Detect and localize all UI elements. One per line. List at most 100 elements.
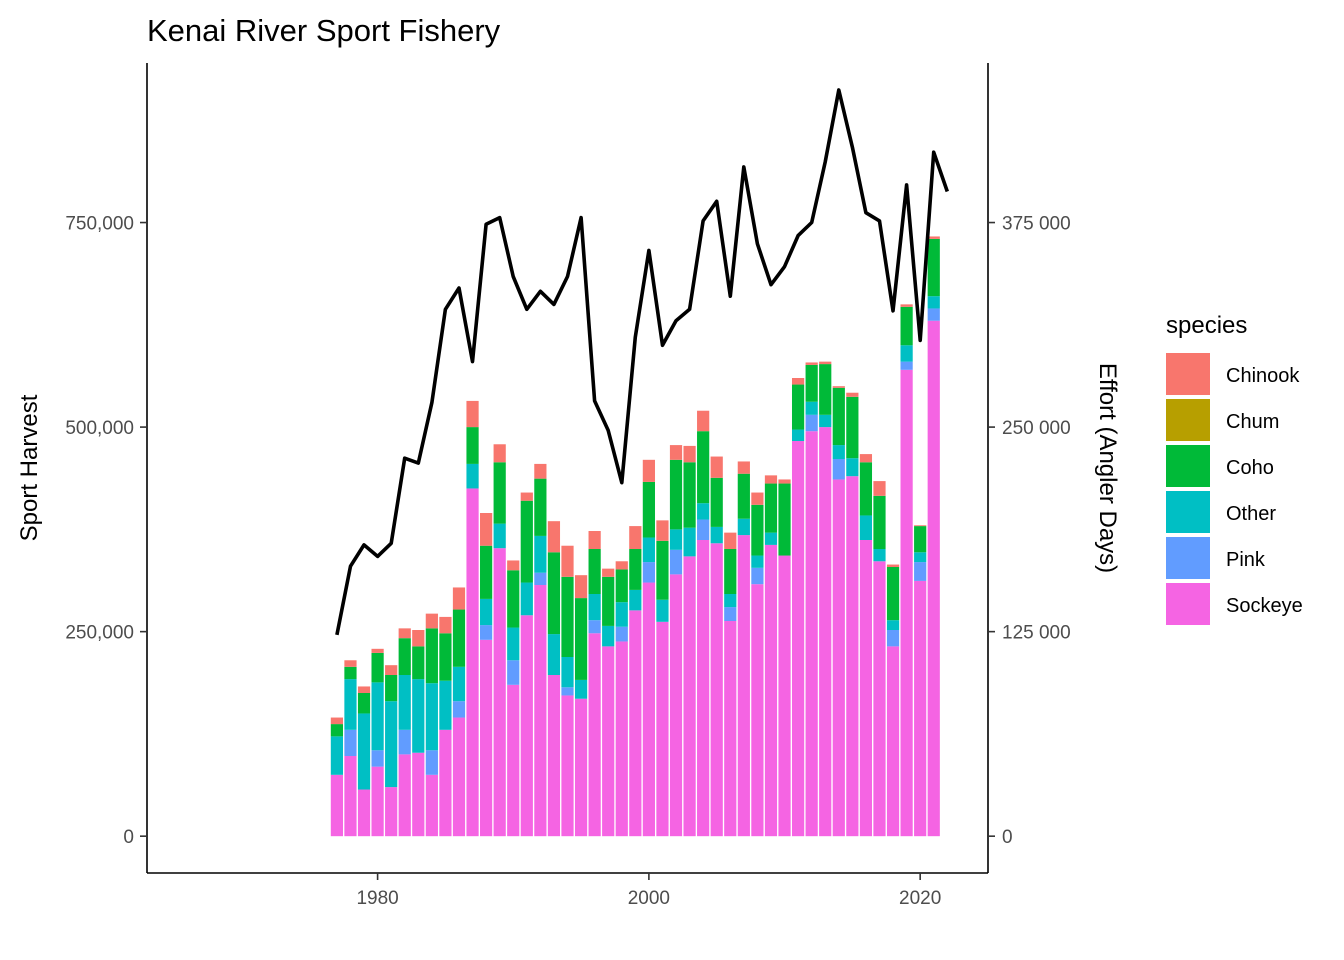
bar-chinook-2012 <box>805 362 818 365</box>
bar-other-2021 <box>927 296 940 309</box>
y2-tick-label-250000: 250 000 <box>1002 418 1071 439</box>
bar-pink-1990 <box>507 660 520 685</box>
bar-coho-1996 <box>588 549 601 594</box>
bar-other-1979 <box>357 713 371 790</box>
bar-coho-1992 <box>534 478 547 536</box>
bar-chinook-2013 <box>819 361 832 365</box>
bar-other-1996 <box>588 594 601 621</box>
bar-pink-2019 <box>900 361 913 370</box>
bar-sockeye-1993 <box>547 675 561 837</box>
bar-chinook-1993 <box>547 521 561 553</box>
bar-sockeye-2003 <box>683 556 696 837</box>
y2-tick-label-125000: 125 000 <box>1002 623 1071 644</box>
bar-sockeye-1987 <box>466 488 479 837</box>
bar-sockeye-2017 <box>873 561 886 837</box>
bar-chinook-2018 <box>886 564 900 567</box>
bar-coho-2000 <box>642 481 655 538</box>
bar-coho-2017 <box>873 495 886 549</box>
bar-chinook-2000 <box>642 459 655 482</box>
bar-sockeye-1996 <box>588 633 601 837</box>
bar-sockeye-1994 <box>561 695 574 837</box>
bar-chinook-2017 <box>873 481 886 496</box>
bar-other-1977 <box>330 736 344 775</box>
legend-label-chum: Chum <box>1226 411 1279 433</box>
bar-sockeye-1986 <box>452 717 466 837</box>
bar-chinook-1977 <box>330 717 344 725</box>
bar-sockeye-1985 <box>439 729 452 837</box>
bar-coho-1978 <box>344 666 357 680</box>
legend-label-pink: Pink <box>1226 549 1266 571</box>
bar-sockeye-1981 <box>385 787 398 837</box>
bar-coho-2015 <box>846 396 859 459</box>
bar-chinook-2015 <box>846 392 859 397</box>
bar-other-2003 <box>683 527 696 557</box>
y-axis-label: Sport Harvest <box>16 394 43 541</box>
bar-other-2009 <box>764 532 778 545</box>
y-tick-label-500000: 500,000 <box>65 418 134 439</box>
bar-other-1999 <box>629 589 642 611</box>
bar-chinook-2003 <box>683 445 696 463</box>
legend-label-chinook: Chinook <box>1226 365 1300 387</box>
bar-pink-2008 <box>751 567 764 585</box>
bar-sockeye-2005 <box>710 543 723 837</box>
bar-coho-1980 <box>371 652 384 683</box>
bar-other-2013 <box>819 414 832 428</box>
legend-label-coho: Coho <box>1226 457 1274 479</box>
bar-chinook-2019 <box>900 304 913 307</box>
bar-other-2011 <box>791 429 805 441</box>
bar-sockeye-1995 <box>574 698 588 837</box>
bar-sockeye-2001 <box>656 621 669 837</box>
bar-sockeye-2021 <box>927 320 940 837</box>
bar-sockeye-1997 <box>602 646 615 837</box>
bar-coho-2005 <box>710 477 723 527</box>
bar-other-2017 <box>873 549 886 562</box>
bar-sockeye-2002 <box>669 574 683 837</box>
axes <box>146 63 989 874</box>
bar-other-2006 <box>724 594 737 608</box>
bar-coho-2010 <box>778 483 791 556</box>
bar-chinook-1982 <box>398 628 411 639</box>
bars-group <box>330 236 940 837</box>
bar-chinook-1990 <box>507 560 520 571</box>
bar-other-1984 <box>425 683 438 751</box>
bar-chinook-1978 <box>344 660 357 667</box>
bar-sockeye-1977 <box>330 774 344 837</box>
bar-pink-1978 <box>344 729 357 756</box>
bar-chinook-1984 <box>425 613 438 629</box>
bar-pink-1996 <box>588 620 601 634</box>
bar-other-1988 <box>480 598 493 626</box>
bar-pink-1994 <box>561 687 574 696</box>
bar-other-2007 <box>737 518 750 536</box>
bar-sockeye-1984 <box>425 774 438 837</box>
bar-pink-2018 <box>886 630 900 647</box>
bar-coho-1982 <box>398 638 411 675</box>
bar-coho-2008 <box>751 504 764 556</box>
bar-chinook-1999 <box>629 526 642 549</box>
bar-sockeye-1998 <box>615 641 628 837</box>
bar-chinook-1985 <box>439 616 452 634</box>
bar-pink-2014 <box>832 459 845 480</box>
bar-other-1997 <box>602 625 615 647</box>
bar-pink-2020 <box>914 562 927 581</box>
bar-coho-1989 <box>493 462 506 524</box>
bar-chinook-2011 <box>791 378 805 385</box>
bar-coho-2018 <box>886 567 900 621</box>
bar-pink-2002 <box>669 549 683 575</box>
effort-line <box>335 88 950 636</box>
bar-sockeye-2009 <box>764 544 778 837</box>
bar-coho-2016 <box>859 462 873 516</box>
bar-chinook-2010 <box>778 479 791 484</box>
bar-chinook-1995 <box>574 575 588 599</box>
bar-coho-2003 <box>683 462 696 528</box>
legend-key-chinook <box>1166 353 1210 395</box>
legend-key-chum <box>1166 399 1210 441</box>
bar-coho-1988 <box>480 545 493 599</box>
bar-pink-1998 <box>615 626 628 642</box>
bar-sockeye-2013 <box>819 427 832 837</box>
bar-sockeye-1982 <box>398 754 411 837</box>
bar-pink-1984 <box>425 750 438 775</box>
y-tick-label-0: 0 <box>123 827 134 848</box>
legend: species Chinook Chum Coho Other Pink Sockeye <box>1166 312 1303 625</box>
bar-other-1986 <box>452 666 466 702</box>
bar-coho-1977 <box>330 724 344 737</box>
